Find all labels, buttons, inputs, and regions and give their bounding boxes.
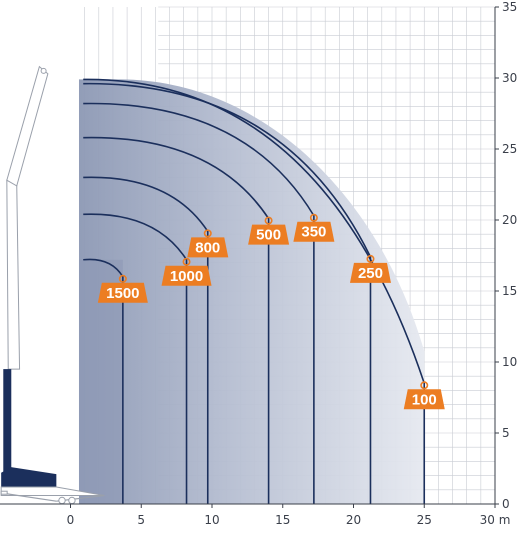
load-tag — [403, 389, 445, 410]
load-tag — [161, 265, 212, 286]
load-tag-hook — [203, 229, 212, 238]
load-curve-1500 — [83, 258, 124, 504]
wheel-1 — [58, 496, 66, 505]
load-tag-hook — [182, 257, 191, 266]
load-label-1500: 1500 — [106, 285, 139, 302]
load-curve-100 — [83, 78, 426, 504]
load-tag — [293, 221, 335, 242]
y-tick-label: 20 — [502, 213, 517, 227]
y-tick-label: 5 — [502, 426, 510, 440]
load-tag-hook — [118, 274, 127, 283]
x-tick-label: 20 — [346, 513, 361, 527]
load-tag — [97, 282, 148, 303]
load-label-350: 350 — [301, 224, 326, 241]
load-curve-250 — [83, 82, 372, 504]
y-tick-label: 25 — [502, 142, 517, 156]
crane-illustration — [0, 65, 105, 505]
y-tick-label: 30 — [502, 71, 517, 85]
load-tag-hook — [420, 381, 429, 390]
load-tag-hook — [264, 216, 273, 225]
x-tick-label: 25 — [417, 513, 432, 527]
load-tag — [187, 237, 229, 258]
load-curve-350 — [83, 102, 315, 504]
load-tag-hook — [366, 254, 375, 263]
load-label-500: 500 — [256, 227, 281, 244]
load-tag — [349, 262, 391, 283]
load-curve-800 — [83, 176, 209, 504]
axes: 0 5 10 15 20 25 30 m 0 5 10 15 20 25 30 35 — [0, 0, 517, 527]
x-tick-label: 5 — [137, 513, 145, 527]
wheel-2 — [68, 496, 76, 505]
load-tag — [248, 224, 290, 245]
x-tick-label: 0 — [67, 513, 75, 527]
y-tick-label: 10 — [502, 355, 517, 369]
boom-tip — [40, 67, 47, 74]
x-tick-label: 30 m — [480, 513, 511, 527]
load-label-1000: 1000 — [170, 268, 203, 285]
pad-left — [0, 490, 8, 495]
load-label-250: 250 — [358, 265, 383, 282]
load-curve-500 — [83, 136, 270, 504]
load-labels: 1500 1000 800 500 350 250 100 — [97, 213, 445, 410]
boom-lower-segment — [6, 179, 21, 370]
boom-upper-segment — [6, 65, 49, 187]
turret — [1, 467, 57, 487]
load-label-800: 800 — [195, 239, 220, 256]
working-area-fill — [78, 79, 425, 505]
load-curves — [83, 78, 426, 504]
load-tag-hook — [309, 213, 318, 222]
y-tick-label: 0 — [502, 497, 510, 511]
load-label-100: 100 — [412, 391, 437, 408]
x-tick-label: 15 — [275, 513, 290, 527]
outrigger-left — [3, 492, 57, 502]
mast — [3, 369, 12, 473]
load-curve-1000 — [83, 213, 188, 504]
y-tick-label: 35 — [502, 0, 517, 14]
y-tick-label: 15 — [502, 284, 517, 298]
x-tick-label: 10 — [204, 513, 219, 527]
